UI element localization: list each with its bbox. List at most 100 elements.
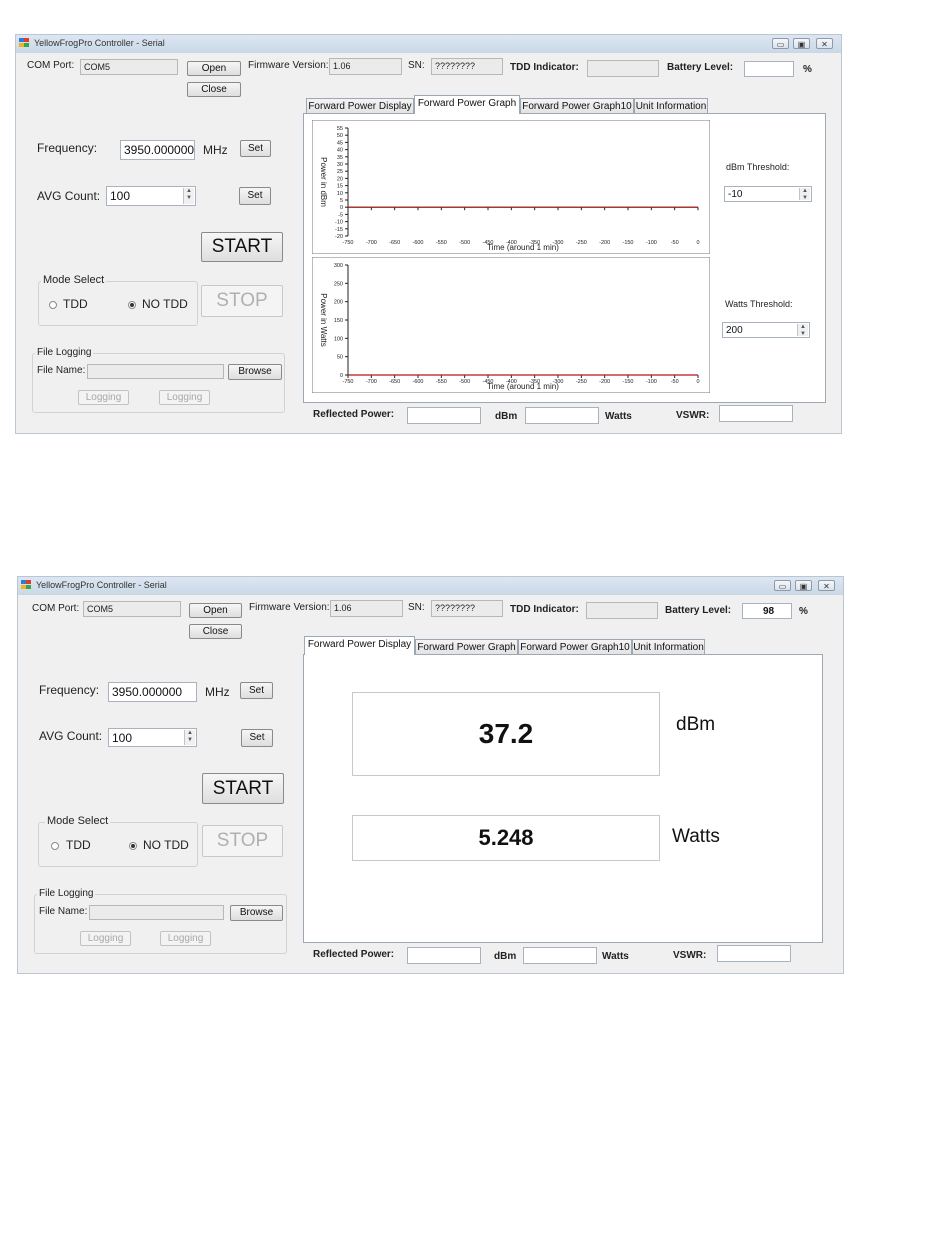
open-button[interactable]: Open: [187, 61, 241, 76]
x-tick-label: -250: [576, 240, 587, 246]
chart-frame: [312, 257, 710, 393]
tab-unit-information[interactable]: Unit Information: [632, 639, 705, 655]
avg-count-set-button[interactable]: Set: [239, 187, 271, 205]
x-tick-label: -650: [389, 240, 400, 246]
x-tick-label: -400: [506, 379, 517, 385]
close-icon[interactable]: ✕: [816, 38, 833, 49]
reflected-watts-field: [525, 407, 599, 424]
tdd-indicator-label: TDD Indicator:: [510, 62, 579, 73]
stepper-arrows-icon[interactable]: ▲ ▼: [184, 730, 195, 745]
frequency-input[interactable]: 3950.000000: [120, 140, 195, 160]
dbm-threshold-stepper[interactable]: -10 ▲ ▼: [724, 186, 812, 202]
radio-tdd[interactable]: [49, 301, 57, 309]
y-tick-label: 15: [337, 184, 343, 190]
frequency-unit: MHz: [203, 143, 228, 157]
tab-forward-power-graph[interactable]: Forward Power Graph: [415, 639, 518, 655]
tab-forward-power-display[interactable]: Forward Power Display: [306, 98, 414, 114]
reflected-dbm-field: [407, 947, 481, 964]
tdd-indicator-field: [586, 602, 658, 619]
com-port-field[interactable]: COM5: [80, 59, 178, 75]
x-tick-label: -200: [599, 379, 610, 385]
stepper-arrows-icon[interactable]: ▲ ▼: [797, 324, 808, 337]
avg-count-label: AVG Count:: [37, 189, 101, 203]
watts-threshold-value: 200: [726, 325, 743, 336]
maximize-icon[interactable]: ▣: [795, 580, 812, 591]
x-tick-label: -500: [459, 379, 470, 385]
tab-forward-power-graph10[interactable]: Forward Power Graph10: [520, 98, 634, 114]
app-icon: [21, 580, 32, 590]
tab-forward-power-graph10[interactable]: Forward Power Graph10: [518, 639, 632, 655]
x-tick-label: -100: [646, 240, 657, 246]
stepper-arrows-icon[interactable]: ▲ ▼: [183, 188, 194, 204]
dbm-threshold-label: dBm Threshold:: [726, 162, 790, 172]
start-button[interactable]: START: [202, 773, 284, 804]
sn-label: SN:: [408, 602, 425, 613]
open-button[interactable]: Open: [189, 603, 242, 618]
reflected-power-label: Reflected Power:: [313, 949, 395, 960]
close-button[interactable]: Close: [187, 82, 241, 97]
frequency-input[interactable]: 3950.000000: [108, 682, 197, 702]
vswr-label: VSWR:: [673, 950, 707, 961]
tab-forward-power-graph[interactable]: Forward Power Graph: [414, 95, 520, 114]
forward-power-dbm-unit: dBm: [676, 714, 716, 735]
tdd-indicator-label: TDD Indicator:: [510, 604, 579, 615]
radio-no-tdd[interactable]: [128, 301, 136, 309]
minimize-icon[interactable]: ▭: [774, 580, 791, 591]
vswr-field: [717, 945, 791, 962]
x-tick-label: -100: [646, 379, 657, 385]
frequency-set-button[interactable]: Set: [240, 682, 273, 699]
chart-frame: [312, 120, 710, 254]
logging-stop-button[interactable]: Logging: [160, 931, 211, 946]
radio-no-tdd-label: NO TDD: [142, 297, 188, 311]
close-icon[interactable]: ✕: [818, 580, 835, 591]
y-tick-label: 35: [337, 155, 343, 161]
x-tick-label: -300: [552, 240, 563, 246]
file-name-label: File Name:: [37, 365, 86, 376]
tab-panel-graph: -20 -15 -10 -5 0 5 10 15 20 25 30 35 40 45 50 55 -750 -70…: [303, 113, 826, 403]
radio-tdd-label: TDD: [63, 297, 88, 311]
firmware-field: 1.06: [330, 600, 403, 617]
minimize-icon[interactable]: ▭: [772, 38, 789, 49]
browse-button[interactable]: Browse: [228, 364, 282, 380]
tab-unit-information[interactable]: Unit Information: [634, 98, 708, 114]
maximize-icon[interactable]: ▣: [793, 38, 810, 49]
y-tick-label: 0: [340, 373, 343, 379]
y-tick-label: -20: [335, 234, 343, 240]
close-button[interactable]: Close: [189, 624, 242, 639]
logging-start-button[interactable]: Logging: [78, 390, 129, 405]
stepper-arrows-icon[interactable]: ▲ ▼: [799, 188, 810, 201]
y-tick-label: 20: [337, 176, 343, 182]
x-tick-label: -150: [622, 240, 633, 246]
stop-button[interactable]: STOP: [201, 285, 283, 317]
reflected-watts-unit: Watts: [602, 951, 629, 962]
avg-count-set-button[interactable]: Set: [241, 729, 273, 747]
reflected-power-label: Reflected Power:: [313, 409, 395, 420]
y-tick-label: 5: [340, 198, 343, 204]
x-tick-label: -350: [529, 240, 540, 246]
frequency-set-button[interactable]: Set: [240, 140, 271, 157]
title-bar: YellowFrogPro Controller - Serial ▭ ▣ ✕: [16, 35, 841, 53]
vswr-field: [719, 405, 793, 422]
logging-start-button[interactable]: Logging: [80, 931, 131, 946]
y-tick-label: 200: [334, 300, 343, 306]
avg-count-stepper[interactable]: 100 ▲ ▼: [108, 728, 197, 747]
avg-count-stepper[interactable]: 100 ▲ ▼: [106, 186, 196, 206]
logging-stop-button[interactable]: Logging: [159, 390, 210, 405]
y-tick-label: 50: [337, 133, 343, 139]
tab-forward-power-display[interactable]: Forward Power Display: [304, 636, 415, 655]
browse-button[interactable]: Browse: [230, 905, 283, 921]
stop-button[interactable]: STOP: [202, 825, 283, 857]
window-display: YellowFrogPro Controller - Serial ▭ ▣ ✕ …: [17, 576, 844, 974]
radio-tdd[interactable]: [51, 842, 59, 850]
x-tick-label: -750: [342, 240, 353, 246]
com-port-field[interactable]: COM5: [83, 601, 181, 617]
radio-no-tdd[interactable]: [129, 842, 137, 850]
start-button[interactable]: START: [201, 232, 283, 262]
file-name-field[interactable]: [87, 364, 224, 379]
file-name-label: File Name:: [39, 906, 88, 917]
sn-field: ????????: [431, 58, 503, 75]
title-bar: YellowFrogPro Controller - Serial ▭ ▣ ✕: [18, 577, 843, 595]
watts-threshold-stepper[interactable]: 200 ▲ ▼: [722, 322, 810, 338]
x-tick-label: -350: [529, 379, 540, 385]
file-name-field[interactable]: [89, 905, 224, 920]
